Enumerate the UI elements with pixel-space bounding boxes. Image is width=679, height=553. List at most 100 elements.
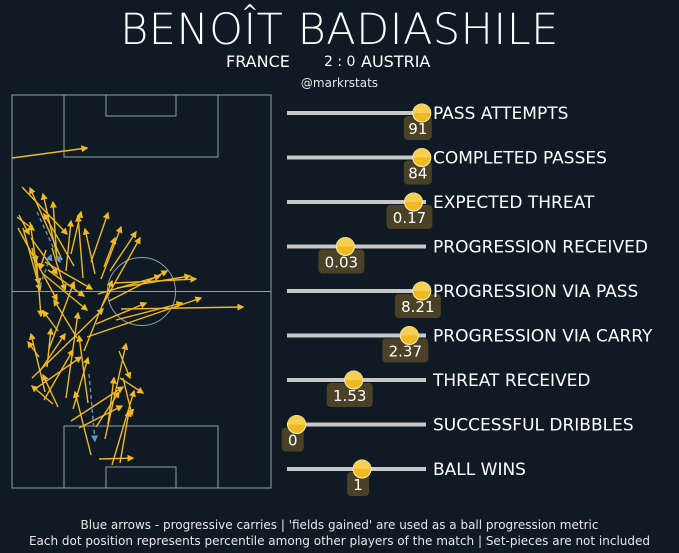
metric-label: EXPECTED THREAT xyxy=(433,193,595,213)
away-team: AUSTRIA xyxy=(361,52,431,71)
value-box xyxy=(318,249,365,274)
metric-label: PROGRESSION VIA PASS xyxy=(433,282,638,302)
pass-arrow xyxy=(115,301,184,321)
pass-arrow xyxy=(78,405,124,429)
pass-arrow xyxy=(111,389,136,466)
top-goal-area xyxy=(105,94,177,117)
pass-arrow xyxy=(65,311,81,399)
pass-arrow xyxy=(29,221,39,264)
pass-arrow xyxy=(101,236,141,307)
metric-value: 0.03 xyxy=(325,254,358,272)
metric-value: 1 xyxy=(353,476,363,494)
metric-row: 1.53 THREAT RECEIVED xyxy=(287,370,590,407)
footer-legend: Blue arrows - progressive carries | 'fie… xyxy=(80,518,599,532)
pitch-lines xyxy=(11,94,272,489)
metric-value: 1.53 xyxy=(333,387,366,405)
metric-value: 91 xyxy=(408,120,427,138)
value-box xyxy=(326,383,373,407)
pass-arrow xyxy=(11,145,89,159)
dot-highlight xyxy=(412,282,431,291)
metric-value: 2.37 xyxy=(389,343,422,361)
pass-arrow xyxy=(122,377,135,417)
pass-arrow xyxy=(86,296,203,338)
metric-row: 0.03 PROGRESSION RECEIVED xyxy=(287,237,648,274)
dot-highlight xyxy=(353,460,372,469)
pass-arrow xyxy=(44,261,94,290)
metric-label: PROGRESSION RECEIVED xyxy=(433,238,648,258)
pass-arrow xyxy=(42,309,59,332)
pass-arrow xyxy=(72,390,92,456)
dot-highlight xyxy=(412,104,431,113)
pass-arrow xyxy=(119,409,132,464)
pass-arrow xyxy=(65,219,74,272)
pass-arrow xyxy=(28,332,46,393)
dot-highlight xyxy=(412,148,431,158)
metric-row: 84 COMPLETED PASSES xyxy=(287,148,607,185)
metric-label: COMPLETED PASSES xyxy=(433,149,607,169)
metric-value: 8.21 xyxy=(401,298,434,316)
pass-arrow xyxy=(108,270,169,302)
passes-layer xyxy=(11,145,245,466)
pass-arrow xyxy=(109,230,137,272)
metric-value: 84 xyxy=(408,165,427,183)
pass-arrow xyxy=(43,212,75,267)
carry-arrow xyxy=(88,373,98,443)
pass-arrow xyxy=(47,269,86,297)
pass-arrow xyxy=(39,332,66,372)
pass-arrow xyxy=(21,186,68,236)
metric-label: PASS ATTEMPTS xyxy=(433,104,568,124)
pass-arrow xyxy=(74,214,84,279)
dot-highlight xyxy=(400,326,419,336)
pass-arrow xyxy=(100,225,123,280)
metric-row: 0 SUCCESSFUL DRIBBLES xyxy=(281,415,634,452)
pass-arrow xyxy=(18,214,30,236)
pass-arrow xyxy=(38,249,47,271)
home-team: FRANCE xyxy=(226,52,290,71)
pass-arrow xyxy=(107,376,117,425)
metric-row: 2.37 PROGRESSION VIA CARRY xyxy=(287,326,653,363)
pass-arrow xyxy=(46,327,54,368)
pass-arrow xyxy=(30,385,54,405)
footer-note: Each dot position represents percentile … xyxy=(28,534,651,548)
pass-arrow xyxy=(95,301,148,325)
pass-arrow xyxy=(90,211,110,263)
carry-arrow xyxy=(39,253,53,287)
value-box xyxy=(394,294,441,318)
match-score: 2 : 0 xyxy=(324,54,356,70)
value-box xyxy=(386,205,433,229)
pass-arrow xyxy=(48,280,76,350)
pass-arrow xyxy=(72,356,90,410)
pass-arrow xyxy=(49,200,58,261)
metric-label: SUCCESSFUL DRIBBLES xyxy=(433,416,634,436)
dot-highlight xyxy=(287,415,306,425)
dot-highlight xyxy=(344,371,363,380)
pass-arrow xyxy=(82,227,96,275)
pass-arrow xyxy=(53,298,78,339)
value-box xyxy=(382,338,429,363)
metric-value: 0 xyxy=(288,432,298,450)
pass-arrow xyxy=(118,350,132,380)
pass-arrow xyxy=(98,454,135,462)
pass-arrow xyxy=(43,348,74,401)
player-name: BENOÎT BADIASHILE xyxy=(120,5,559,55)
pass-arrow xyxy=(103,236,117,268)
carries-layer xyxy=(36,211,98,443)
metric-label: PROGRESSION VIA CARRY xyxy=(433,327,653,347)
pass-arrow xyxy=(31,308,105,379)
metric-label: BALL WINS xyxy=(433,460,526,480)
pass-arrow xyxy=(35,254,45,318)
carry-arrow xyxy=(36,211,61,264)
pass-arrow xyxy=(29,186,63,261)
pass-arrow xyxy=(27,340,40,358)
metric-label: THREAT RECEIVED xyxy=(432,371,590,391)
author-credit: @markrstats xyxy=(300,76,379,90)
metric-value: 0.17 xyxy=(393,209,426,227)
metric-row: 1 BALL WINS xyxy=(287,459,526,496)
pass-arrow xyxy=(120,303,245,311)
dot-highlight xyxy=(404,193,423,202)
pass-arrow xyxy=(42,373,59,408)
pass-arrow xyxy=(116,273,192,289)
pass-arrow xyxy=(17,227,58,302)
